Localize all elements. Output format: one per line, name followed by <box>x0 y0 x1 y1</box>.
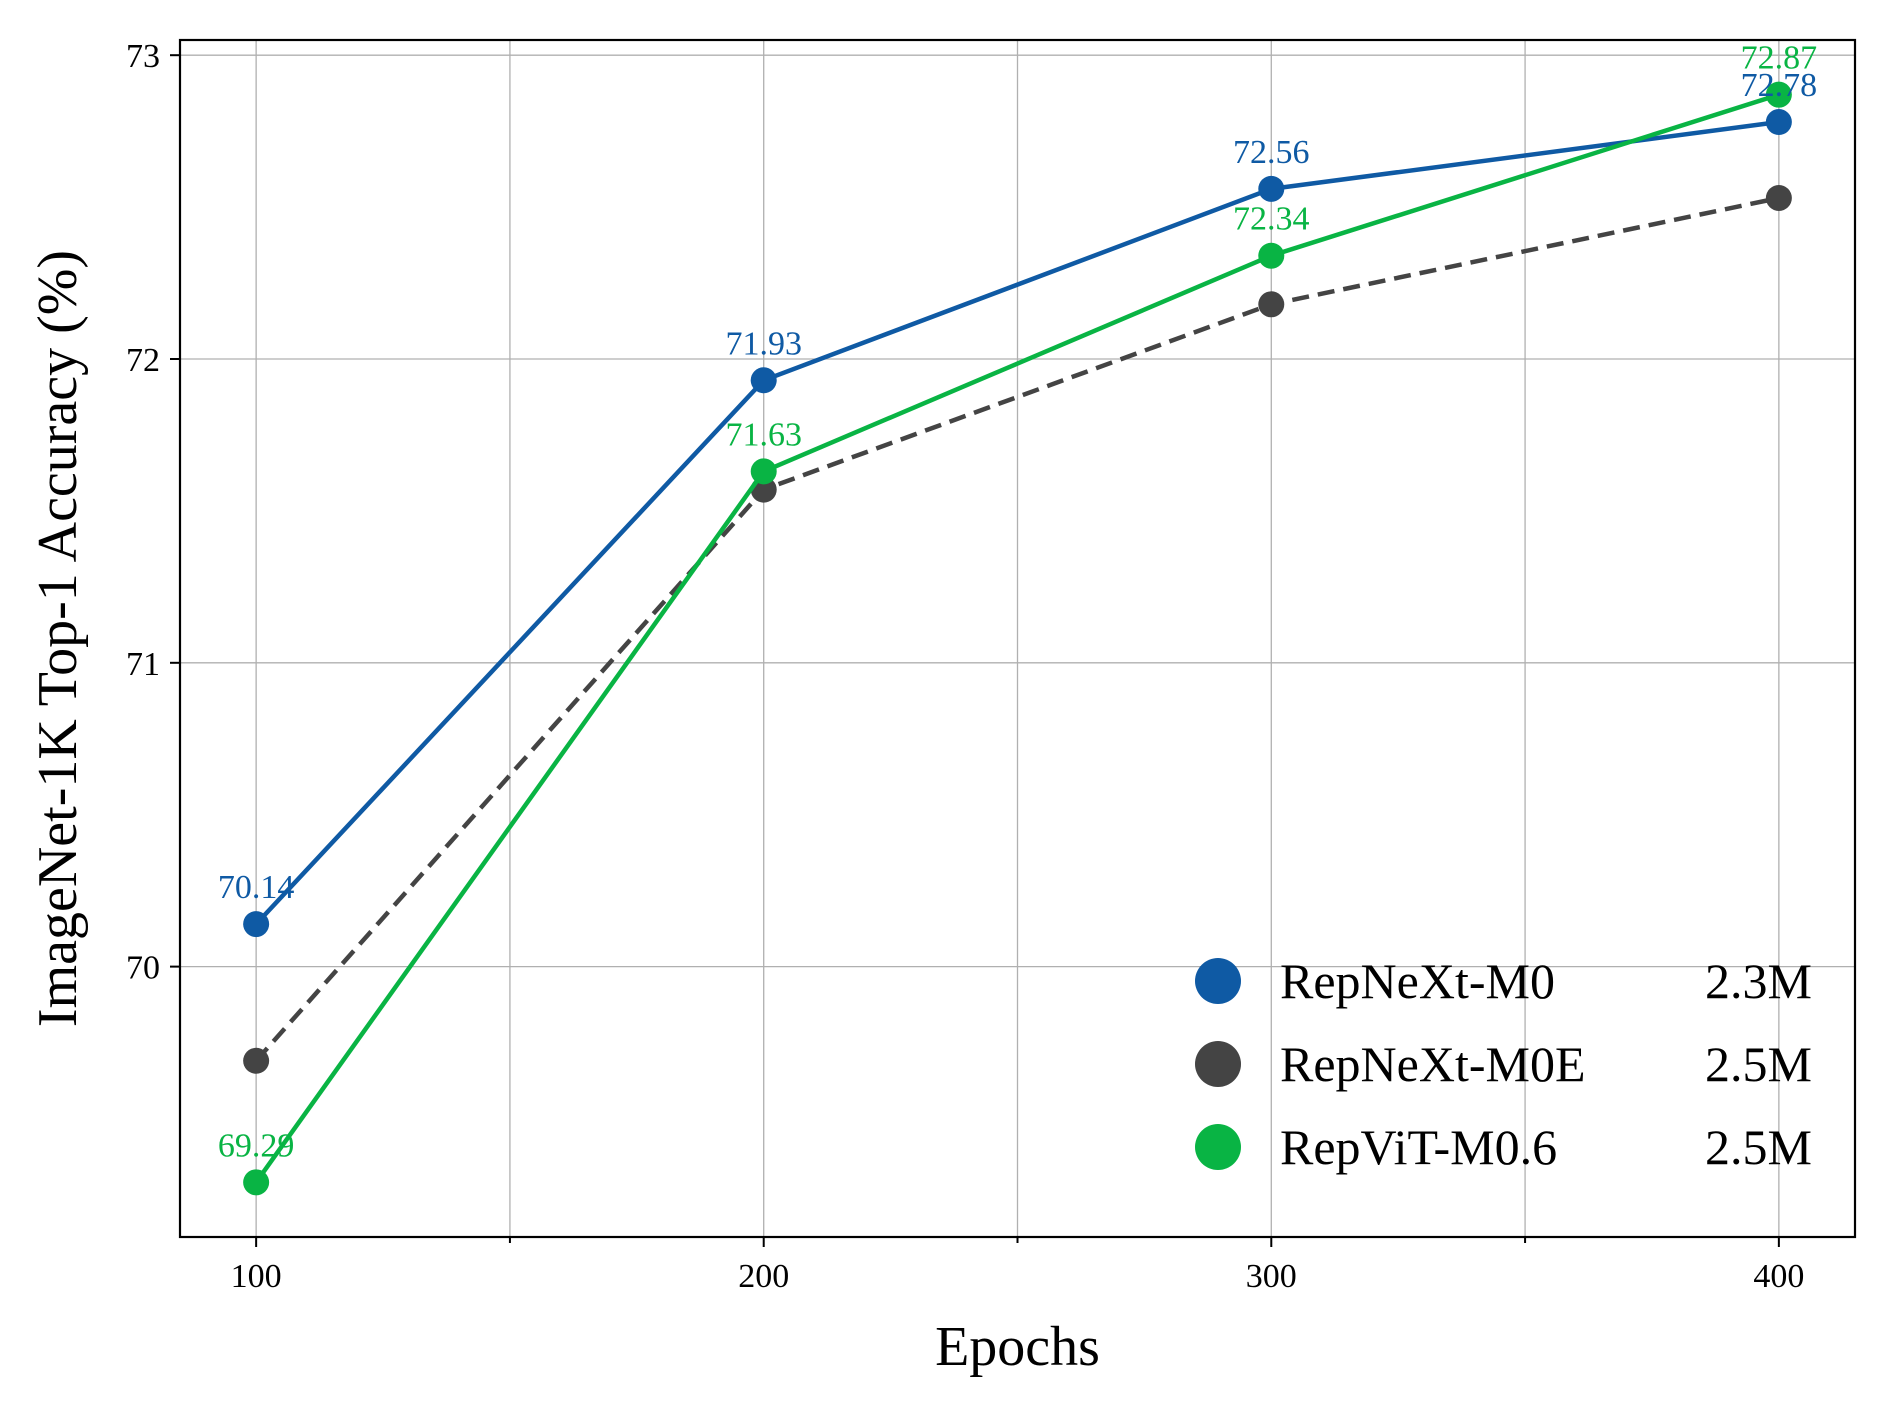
data-label: 71.63 <box>725 416 802 453</box>
series-2 <box>243 81 1792 1196</box>
legend-series-params: 2.3M <box>1705 953 1812 1009</box>
series-line <box>254 119 1780 926</box>
x-tick-label: 100 <box>231 1258 282 1295</box>
legend-marker <box>1195 1041 1241 1087</box>
data-label: 72.56 <box>1233 134 1310 171</box>
data-point <box>750 458 777 485</box>
y-tick-label: 71 <box>126 646 160 683</box>
data-point <box>1258 291 1285 318</box>
data-point <box>1258 175 1285 202</box>
y-tick-label: 70 <box>126 950 160 987</box>
legend-series-params: 2.5M <box>1705 1036 1812 1092</box>
data-label: 72.78 <box>1741 67 1818 104</box>
data-point <box>243 1169 270 1196</box>
data-label: 72.87 <box>1741 40 1818 77</box>
data-point <box>1765 81 1792 108</box>
data-point <box>1765 109 1792 136</box>
data-labels: 70.14 71.93 72.56 72.78 69.29 71.63 72.34 72.87 <box>218 40 1817 1165</box>
data-label: 72.34 <box>1233 201 1310 238</box>
data-point <box>243 1047 270 1074</box>
grid-lines <box>180 40 1855 1237</box>
legend-series-name: RepNeXt-M0 <box>1280 953 1555 1009</box>
axis-ticks: 100 200 300 400 70 71 72 73 <box>126 38 1804 1295</box>
series-1 <box>243 184 1792 1074</box>
legend-marker <box>1195 958 1241 1004</box>
data-series <box>243 81 1792 1196</box>
x-axis-title: Epochs <box>935 1316 1100 1378</box>
legend-series-name: RepViT-M0.6 <box>1280 1119 1557 1175</box>
data-label: 69.29 <box>218 1127 295 1164</box>
data-label: 70.14 <box>218 869 295 906</box>
legend-marker <box>1195 1124 1241 1170</box>
series-line <box>254 195 1780 1063</box>
x-tick-label: 200 <box>738 1258 789 1295</box>
data-point <box>1765 184 1792 211</box>
data-point <box>243 911 270 938</box>
legend-series-name: RepNeXt-M0E <box>1280 1036 1586 1092</box>
x-tick-label: 400 <box>1753 1258 1804 1295</box>
data-label: 71.93 <box>725 325 802 362</box>
series-0 <box>243 109 1792 938</box>
y-axis-title: ImageNet-1K Top-1 Accuracy (%) <box>27 250 89 1027</box>
y-tick-label: 72 <box>126 342 160 379</box>
y-tick-label: 73 <box>126 38 160 75</box>
data-point <box>1258 242 1285 269</box>
legend: RepNeXt-M0 2.3M RepNeXt-M0E 2.5M RepViT-M0.6… <box>1195 953 1812 1175</box>
x-tick-label: 300 <box>1246 1258 1297 1295</box>
series-line <box>254 92 1780 1184</box>
data-point <box>750 367 777 394</box>
legend-series-params: 2.5M <box>1705 1119 1812 1175</box>
